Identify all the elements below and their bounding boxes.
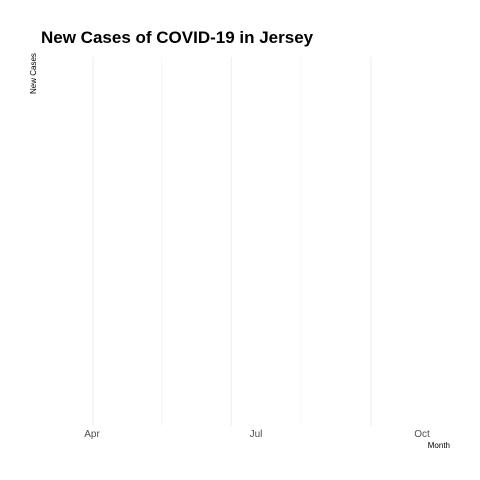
x-tick-label: Jul	[250, 429, 263, 440]
grid-layer	[92, 57, 372, 426]
y-axis-label: New Cases	[29, 53, 38, 94]
chart-title: New Cases of COVID-19 in Jersey	[41, 28, 314, 47]
x-tick-label: Oct	[414, 429, 430, 440]
x-tick-labels: Apr Jul Oct	[84, 429, 430, 440]
x-tick-label: Apr	[84, 429, 100, 440]
x-axis-label: Month	[428, 441, 450, 450]
